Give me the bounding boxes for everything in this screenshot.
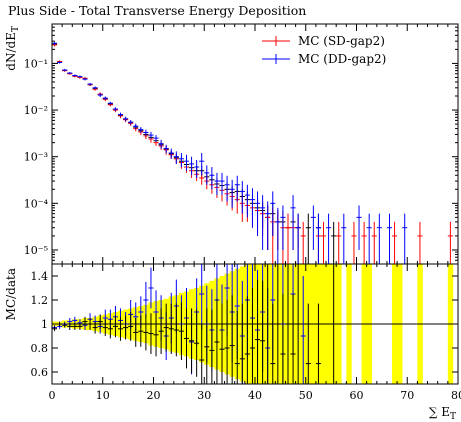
- y-tick-label: 10⁻⁵: [24, 244, 48, 257]
- x-tick-label: 60: [350, 389, 364, 402]
- legend-label: MC (SD-gap2): [298, 34, 385, 48]
- x-tick-label: 50: [299, 389, 313, 402]
- x-tick-label: 80: [451, 389, 461, 402]
- legend-entry: MC (SD-gap2): [262, 34, 385, 48]
- ratio-y-tick-label: 1.2: [31, 294, 49, 307]
- x-tick-label: 40: [248, 389, 262, 402]
- y-tick-label: 10⁻²: [24, 104, 48, 117]
- legend-entry: MC (DD-gap2): [262, 52, 386, 66]
- ratio-series-mc-sd-gap2-data: [52, 264, 337, 384]
- y-tick-label: 10⁻³: [24, 151, 48, 164]
- x-axis-label: ∑ ET: [429, 405, 456, 422]
- x-tick-label: 70: [400, 389, 414, 402]
- ratio-panel: 0.6 0.8 1 1.2 1.4 0 10 20 30 40 50 60 70 80 MC/data ∑ E…: [4, 263, 461, 422]
- main-panel: 10⁻⁵ 10⁻⁴ 10⁻³ 10⁻² 10⁻¹dN/dET: [4, 23, 459, 265]
- y-tick-label: 10⁻⁴: [24, 197, 49, 210]
- series-mc-sd-gap2-: [52, 43, 453, 264]
- legend: MC (SD-gap2) MC (DD-gap2): [262, 34, 386, 66]
- ratio-y-axis-label: MC/data: [4, 268, 18, 320]
- x-tick-label: 0: [49, 389, 56, 402]
- x-tick-label: 20: [147, 389, 161, 402]
- y-axis-label: dN/dET: [4, 26, 21, 71]
- legend-label: MC (DD-gap2): [298, 52, 386, 66]
- chart-title: Plus Side - Total Transverse Energy Depo…: [8, 3, 307, 18]
- x-tick-label: 30: [197, 389, 211, 402]
- ratio-y-tick-label: 1.4: [31, 270, 49, 283]
- ratio-y-tick-label: 0.6: [31, 366, 49, 379]
- ratio-y-tick-label: 1: [41, 318, 48, 331]
- ratio-y-tick-label: 0.8: [31, 342, 49, 355]
- y-tick-label: 10⁻¹: [24, 57, 48, 70]
- x-tick-label: 10: [96, 389, 110, 402]
- series-mc-dd-gap2-: [52, 41, 408, 264]
- main-plot-frame: [51, 23, 459, 265]
- series-data: [52, 42, 337, 264]
